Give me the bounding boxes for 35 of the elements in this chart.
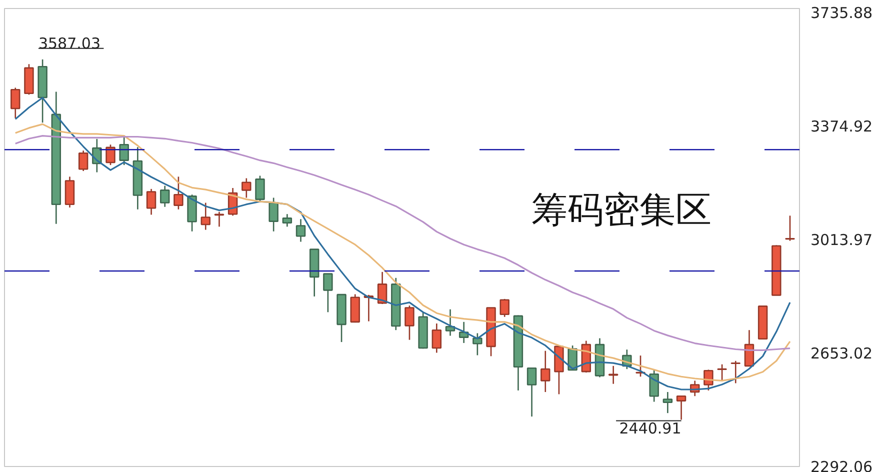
candlestick [730,360,740,384]
candlestick [540,350,550,393]
candlestick [64,176,75,208]
candlestick [323,273,333,313]
candlestick [242,178,252,198]
candlestick [78,150,88,172]
candlestick [200,202,210,230]
candlestick [146,188,156,216]
candlestick [255,175,265,202]
candlestick [785,215,795,242]
y-tick-label: 3735.88 [810,4,873,22]
candlestick [649,369,659,402]
candlestick [296,218,306,242]
annotation: 筹码密集区 [532,190,712,231]
candlestick [268,197,278,232]
y-tick-label: 3374.92 [810,118,873,136]
candlestick [282,213,292,228]
candlestick [174,176,184,210]
candlestick [662,391,673,414]
candlestick [717,364,727,382]
candlestick [472,332,482,356]
y-tick-label: 2653.02 [810,344,873,363]
candlestick [676,395,686,420]
candlestick [704,369,714,392]
candlestick [160,185,170,208]
candlestick [432,322,442,354]
candlestick [119,136,129,166]
candlestick [10,87,20,119]
candlestick [404,304,414,340]
candlestick [526,367,537,418]
annotation: 2440.91 [619,420,682,438]
y-tick-label: 3013.97 [810,231,873,250]
y-tick-label: 2292.06 [810,458,873,472]
candlestick [500,298,510,318]
candlestick [106,144,116,166]
